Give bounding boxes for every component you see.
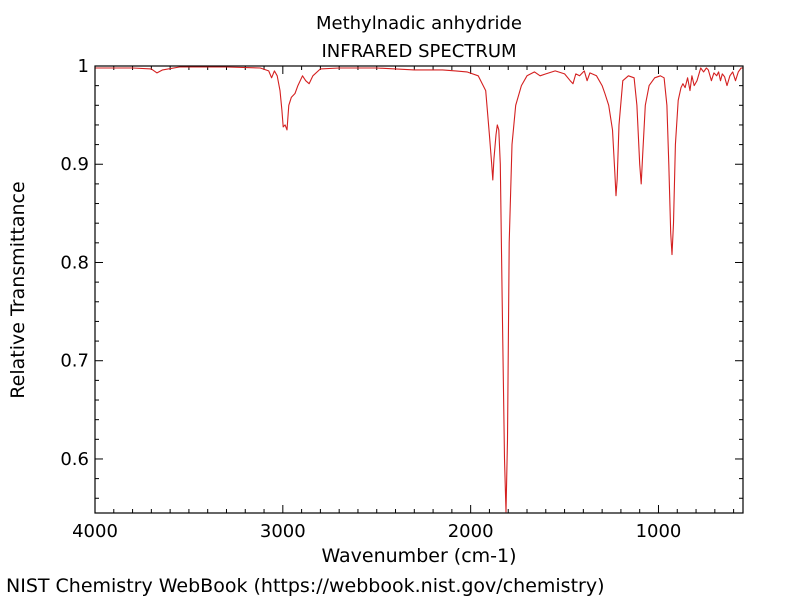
plot-frame [94,65,744,514]
source-credit: NIST Chemistry WebBook (https://webbook.… [6,575,605,597]
y-tick-label: 0.8 [60,252,89,273]
ir-spectrum-chart: Methylnadic anhydride INFRARED SPECTRUM … [7,13,744,567]
x-tick-label: 3000 [260,521,306,542]
y-axis-label: Relative Transmittance [7,181,29,398]
x-tick-label: 1000 [636,521,682,542]
x-axis-label: Wavenumber (cm-1) [321,545,516,567]
y-tick-label: 0.6 [60,449,89,470]
y-tick-label: 0.7 [60,351,89,372]
chart-subtitle: INFRARED SPECTRUM [321,41,516,62]
axis-ticks [94,65,743,513]
x-tick-label: 4000 [72,521,118,542]
axis-tick-labels: 4000 3000 2000 1000 1 0.9 0.8 0.7 0.6 [60,56,681,542]
x-tick-label: 2000 [448,521,494,542]
y-tick-label: 0.9 [60,154,89,175]
spectrum-line [95,66,743,513]
y-tick-label: 1 [78,56,89,77]
chart-title: Methylnadic anhydride [316,13,522,34]
